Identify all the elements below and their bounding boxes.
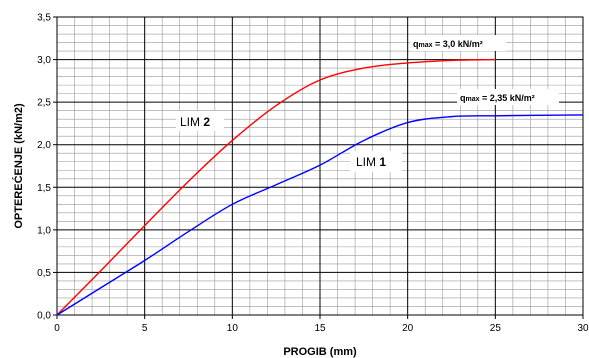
series-lines	[56, 58, 584, 316]
y-tick-label: 3,5	[37, 13, 51, 24]
x-axis-ticks: 0 5 10 15 20 25 30	[54, 315, 589, 334]
series-line-lim-1	[56, 114, 584, 316]
x-axis-title: PROGIB (mm)	[283, 346, 357, 358]
x-tick-label: 10	[227, 323, 239, 334]
x-tick-label: 30	[577, 323, 589, 334]
x-tick-label: 25	[490, 323, 502, 334]
y-tick-label: 2,0	[37, 140, 51, 151]
series-label-lim-1-box	[350, 151, 402, 172]
x-tick-label: 20	[402, 323, 414, 334]
series-line-lim-2	[56, 58, 496, 316]
y-axis-ticks: 0,0 0,5 1,0 1,5 2,0 2,5 3,0 3,5	[37, 13, 57, 322]
annotation-lim-1-box	[457, 89, 559, 105]
x-tick-label: 15	[314, 323, 326, 334]
y-tick-label: 1,5	[37, 183, 51, 194]
y-tick-label: 0,0	[37, 311, 51, 322]
series-label-lim-2-box	[176, 111, 224, 131]
y-tick-label: 0,5	[37, 268, 51, 279]
series-label-lim-1: LIM 1	[356, 155, 386, 169]
annotation-lim-1-qmax: qmax = 2,35 kN/m²	[460, 93, 535, 103]
y-tick-label: 1,0	[37, 225, 51, 236]
series-label-lim-2: LIM 2	[180, 115, 210, 129]
x-tick-label: 0	[54, 323, 60, 334]
x-tick-label: 5	[142, 323, 148, 334]
y-tick-label: 3,0	[37, 55, 51, 66]
annotation-lim-2-qmax: qmax = 3,0 kN/m²	[413, 39, 483, 49]
y-axis-title: OPTEREĆENJE (kN/m2)	[12, 103, 25, 229]
annotation-lim-2-box	[410, 35, 506, 51]
y-tick-label: 2,5	[37, 98, 51, 109]
